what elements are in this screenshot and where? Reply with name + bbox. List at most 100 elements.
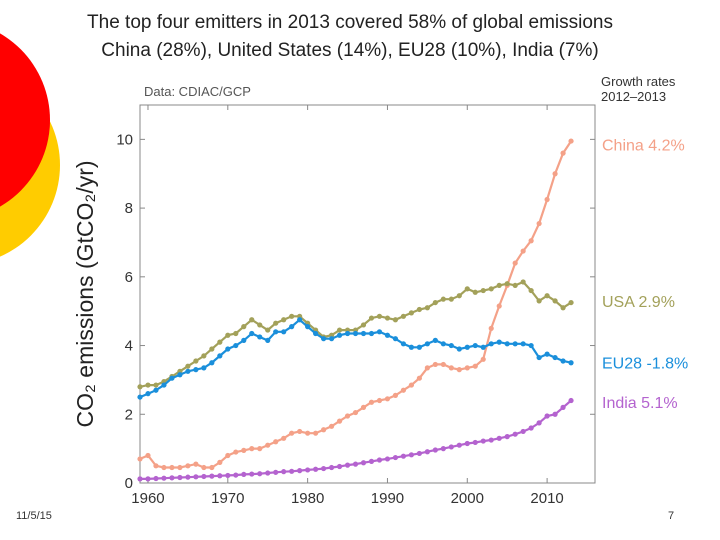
data-point-eu28 [368, 330, 375, 337]
data-point-china [448, 365, 454, 371]
data-point-china [368, 399, 375, 405]
data-point-india [241, 471, 247, 478]
data-point-usa [512, 282, 518, 289]
data-point-eu28 [161, 382, 167, 388]
data-point-india [305, 467, 311, 473]
data-point-eu28 [137, 394, 143, 400]
series-label-eu28: EU28 -1.8% [602, 356, 688, 373]
data-point-eu28 [480, 344, 486, 350]
data-point-eu28 [169, 375, 175, 381]
data-point-china [153, 463, 159, 469]
decorative-circles [0, 33, 60, 257]
data-point-eu28 [289, 324, 295, 330]
x-tick-label: 2000 [451, 490, 484, 507]
data-point-eu28 [376, 329, 383, 335]
y-tick-label: 6 [125, 269, 133, 286]
data-point-india [169, 475, 175, 481]
data-point-china [201, 464, 207, 471]
data-point-india [153, 475, 159, 482]
data-point-india [432, 447, 438, 453]
data-point-usa [408, 310, 415, 316]
data-point-china [416, 375, 422, 381]
data-point-china [185, 463, 191, 469]
data-point-china [488, 325, 494, 331]
data-point-eu28 [177, 372, 183, 378]
data-point-india [281, 469, 287, 475]
data-point-india [289, 468, 295, 474]
data-point-china [472, 363, 478, 369]
growth-rates-header-line-2: 2012–2013 [601, 89, 667, 104]
data-point-india [249, 471, 255, 477]
data-point-india [448, 444, 454, 450]
data-point-china [552, 171, 558, 177]
data-point-usa [448, 296, 454, 302]
data-point-usa [201, 353, 207, 359]
data-point-china [544, 196, 550, 203]
data-point-china [360, 404, 367, 410]
data-point-usa [241, 324, 247, 330]
data-point-usa [464, 286, 470, 292]
data-point-china [464, 365, 470, 371]
data-point-usa [432, 299, 438, 306]
data-point-india [201, 473, 207, 480]
data-point-eu28 [456, 346, 462, 352]
data-point-india [360, 460, 367, 466]
growth-rates-header-line-1: Growth rates [601, 74, 676, 89]
y-tick-label: 10 [116, 131, 133, 148]
data-point-india [392, 454, 399, 461]
data-point-china [440, 361, 446, 368]
data-point-eu28 [536, 354, 542, 361]
data-point-china [536, 220, 542, 227]
data-point-india [552, 411, 558, 417]
data-point-india [217, 473, 223, 479]
data-point-china [161, 464, 167, 471]
data-point-india [536, 420, 542, 426]
data-point-eu28 [233, 342, 239, 349]
data-point-china [265, 442, 271, 448]
data-point-eu28 [225, 346, 231, 352]
y-tick-label: 0 [125, 475, 133, 492]
data-point-india [328, 464, 335, 471]
data-point-india [512, 431, 518, 437]
y-tick-label: 8 [125, 200, 133, 217]
data-point-usa [193, 358, 199, 364]
x-tick-label: 1970 [211, 490, 244, 507]
data-point-usa [233, 330, 239, 337]
data-point-india [472, 439, 478, 446]
data-point-china [257, 446, 263, 452]
slide-title-line-2: China (28%), United States (14%), EU28 (… [101, 40, 599, 61]
data-point-china [328, 423, 335, 429]
data-point-eu28 [305, 324, 311, 330]
data-point-eu28 [297, 317, 303, 323]
data-point-eu28 [249, 330, 255, 337]
data-point-india [273, 469, 279, 475]
data-point-china [432, 361, 438, 368]
data-point-eu28 [257, 334, 263, 340]
data-point-eu28 [217, 353, 223, 359]
data-point-eu28 [512, 341, 518, 347]
data-point-usa [225, 332, 231, 338]
data-point-china [456, 367, 462, 373]
data-point-china [137, 456, 143, 462]
data-point-china [217, 459, 223, 465]
data-point-china [336, 418, 343, 424]
data-point-china [520, 248, 526, 254]
data-point-eu28 [360, 330, 367, 337]
data-point-usa [504, 281, 510, 287]
data-point-china [169, 464, 175, 471]
data-point-india [504, 434, 510, 440]
data-point-china [392, 392, 399, 398]
data-point-china [145, 452, 151, 459]
data-point-usa [273, 320, 279, 326]
data-point-eu28 [265, 337, 271, 343]
data-point-usa [536, 298, 542, 304]
data-point-eu28 [408, 344, 415, 350]
data-point-eu28 [504, 341, 510, 347]
series-label-china: China 4.2% [602, 138, 685, 155]
data-point-india [145, 476, 151, 482]
data-point-china [384, 396, 391, 402]
data-point-eu28 [400, 341, 407, 347]
data-point-india [336, 463, 343, 470]
data-point-eu28 [328, 336, 335, 342]
